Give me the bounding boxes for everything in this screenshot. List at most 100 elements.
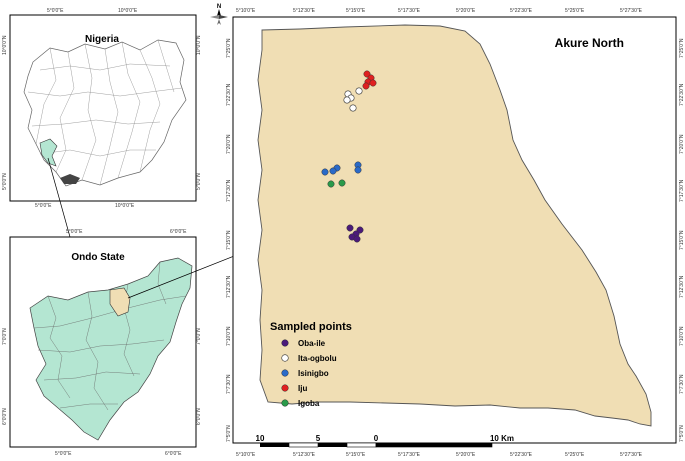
ondo-lga-lines xyxy=(33,261,187,411)
main-bottom-tick-4: 5°17'30"E xyxy=(398,452,421,458)
main-left-tick-7: 7°10'0"N xyxy=(226,326,232,346)
legend-swatch-iju xyxy=(281,384,289,392)
legend-label-oba-ile: Oba-ile xyxy=(298,339,326,348)
north-arrow-west xyxy=(210,15,219,19)
legend-label-ita-ogbolu: Ita-ogbolu xyxy=(298,354,337,363)
main-right-tick-8: 7°7'30"N xyxy=(679,374,685,394)
main-top-tick-4: 5°17'30"E xyxy=(398,8,421,14)
north-arrow-label: N xyxy=(217,4,221,10)
sample-point-isinigbo xyxy=(329,167,337,175)
scale-label-0: 0 xyxy=(374,434,379,443)
nigeria-bottom-tick-1: 5°0'0"E xyxy=(35,203,52,209)
scale-bar: 10 5 0 10 Km xyxy=(256,434,514,448)
main-right-tick-2: 7°22'30"N xyxy=(679,83,685,106)
legend-label-iju: Iju xyxy=(298,384,307,393)
north-arrow-south xyxy=(217,19,221,25)
main-left-tick-2: 7°22'30"N xyxy=(226,83,232,106)
main-bottom-tick-2: 5°12'30"E xyxy=(293,452,316,458)
legend-item-ita-ogbolu: Ita-ogbolu xyxy=(281,354,337,363)
main-bottom-tick-7: 5°25'0"E xyxy=(565,452,585,458)
scale-label-5: 5 xyxy=(316,434,321,443)
connector-nigeria-ondo xyxy=(47,157,71,238)
north-arrow-east xyxy=(219,15,228,19)
legend-swatch-isinigbo xyxy=(281,369,289,377)
sample-point-iju xyxy=(362,82,370,90)
legend-swatch-oba-ile xyxy=(281,339,289,347)
main-bottom-tick-3: 5°15'0"E xyxy=(346,452,366,458)
ondo-outline xyxy=(29,257,193,441)
main-top-tick-2: 5°12'30"E xyxy=(293,8,316,14)
nigeria-bottom-tick-2: 10°0'0"E xyxy=(115,203,135,209)
legend-swatch-ita-ogbolu xyxy=(281,354,289,362)
main-right-tick-4: 7°17'30"N xyxy=(679,179,685,202)
akure-north-boundary xyxy=(257,24,652,427)
scale-segment xyxy=(346,442,377,448)
ondo-left-tick-1: 7°0'0"N xyxy=(2,328,8,345)
sample-point-ita-ogbolu xyxy=(349,104,357,112)
main-left-tick-9: 7°5'0"N xyxy=(226,425,232,442)
ondo-akure-north-highlight xyxy=(109,287,131,317)
main-top-tick-5: 5°20'0"E xyxy=(456,8,476,14)
main-top-tick-7: 5°25'0"E xyxy=(565,8,585,14)
main-left-tick-3: 7°20'0"N xyxy=(226,134,232,154)
sample-point-isinigbo xyxy=(354,166,362,174)
sample-point-ita-ogbolu xyxy=(355,87,363,95)
main-left-tick-1: 7°25'0"N xyxy=(226,38,232,58)
main-right-tick-3: 7°20'0"N xyxy=(679,134,685,154)
main-right-tick-9: 7°5'0"N xyxy=(679,425,685,442)
main-right-tick-6: 7°12'30"N xyxy=(679,275,685,298)
nigeria-ondo-highlight xyxy=(39,138,58,167)
north-arrow: N xyxy=(210,4,228,25)
main-left-tick-8: 7°7'30"N xyxy=(226,374,232,394)
legend-item-igoba: Igoba xyxy=(281,399,320,408)
scale-segment-outline xyxy=(375,442,493,448)
niger-delta-patch xyxy=(60,174,80,184)
main-bottom-tick-8: 5°27'30"E xyxy=(620,452,643,458)
main-top-tick-3: 5°15'0"E xyxy=(346,8,366,14)
main-left-tick-6: 7°12'30"N xyxy=(226,275,232,298)
sample-point-oba-ile xyxy=(346,224,354,232)
nigeria-top-tick-1: 5°0'0"E xyxy=(47,8,64,14)
sample-point-oba-ile xyxy=(353,235,361,243)
scale-segment xyxy=(318,443,347,447)
sample-point-igoba xyxy=(327,180,335,188)
nigeria-top-tick-2: 10°0'0"E xyxy=(118,8,138,14)
nigeria-right-tick-1: 10°0'0"N xyxy=(196,35,202,55)
sample-point-ita-ogbolu xyxy=(343,96,351,104)
legend-label-isinigbo: Isinigbo xyxy=(298,369,329,378)
nigeria-title: Nigeria xyxy=(85,34,119,45)
scale-label-10-left: 10 xyxy=(256,434,265,443)
nigeria-left-tick-1: 10°0'0"N xyxy=(2,35,8,55)
ondo-inset: 5°0'0"E 6°0'0"E 5°0'0"E 6°0'0"E 7°0'0"N … xyxy=(2,229,202,457)
main-left-tick-4: 7°17'30"N xyxy=(226,179,232,202)
legend-item-iju: Iju xyxy=(281,384,307,393)
main-right-tick-1: 7°25'0"N xyxy=(679,38,685,58)
ondo-bottom-tick-2: 6°0'0"E xyxy=(165,451,182,457)
scale-label-10-km: 10 Km xyxy=(490,434,514,443)
main-top-tick-1: 5°10'0"E xyxy=(236,8,256,14)
ondo-title: Ondo State xyxy=(71,252,125,263)
legend-title: Sampled points xyxy=(270,321,352,333)
legend-swatch-igoba xyxy=(281,399,289,407)
sample-points xyxy=(321,70,377,243)
scale-segment xyxy=(376,443,492,447)
ondo-top-tick-2: 6°0'0"E xyxy=(170,229,187,235)
main-map: 5°10'0"E 5°12'30"E 5°15'0"E 5°17'30"E 5°… xyxy=(226,8,685,458)
nigeria-right-tick-2: 5°0'0"N xyxy=(196,173,202,190)
ondo-right-tick-1: 7°0'0"N xyxy=(196,328,202,345)
sample-point-isinigbo xyxy=(321,168,329,176)
sample-point-igoba xyxy=(338,179,346,187)
main-left-tick-5: 7°15'0"N xyxy=(226,230,232,250)
ondo-bottom-tick-1: 5°0'0"E xyxy=(55,451,72,457)
main-bottom-tick-5: 5°20'0"E xyxy=(456,452,476,458)
nigeria-inset: 5°0'0"E 10°0'0"E 5°0'0"E 10°0'0"E 10°0'0… xyxy=(2,8,202,209)
ondo-right-tick-2: 6°0'0"N xyxy=(196,408,202,425)
main-bottom-tick-6: 5°22'30"E xyxy=(510,452,533,458)
main-title: Akure North xyxy=(555,36,624,50)
main-top-tick-6: 5°22'30"E xyxy=(510,8,533,14)
sample-point-iju xyxy=(369,79,377,87)
main-top-tick-8: 5°27'30"E xyxy=(620,8,643,14)
legend: Sampled points Oba-ile Ita-ogbolu Isinig… xyxy=(270,321,352,408)
legend-item-oba-ile: Oba-ile xyxy=(281,339,326,348)
